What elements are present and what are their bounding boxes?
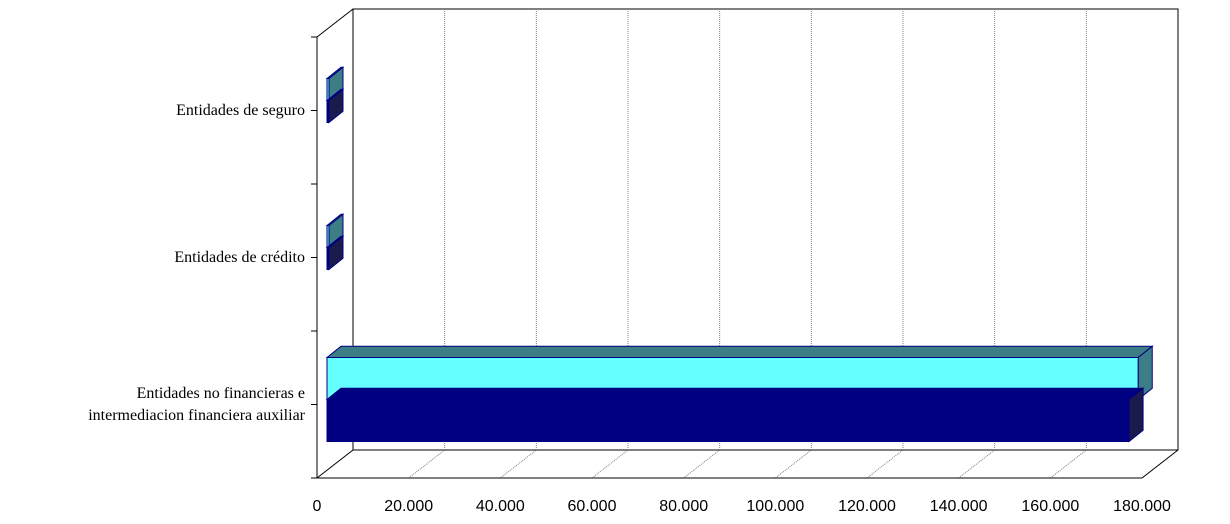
floor-gridline bbox=[683, 449, 720, 479]
category-label-line: Entidades de seguro bbox=[176, 101, 305, 119]
floor-right-edge bbox=[1141, 449, 1179, 479]
x-tick-label: 0 bbox=[313, 498, 322, 515]
side-wall-top bbox=[316, 8, 354, 38]
bar-s2-2-top bbox=[325, 345, 1154, 358]
floor-gridline bbox=[500, 449, 537, 479]
bar-s1-0-side bbox=[328, 88, 344, 124]
x-tick-label: 100.000 bbox=[746, 498, 804, 515]
x-tick-label: 140.000 bbox=[930, 498, 988, 515]
x-tick-label: 60.000 bbox=[568, 498, 617, 515]
floor-gridline bbox=[408, 449, 445, 479]
category-label-line: intermediacion financiera auxiliar bbox=[88, 406, 305, 424]
floor-gridline bbox=[958, 449, 995, 479]
floor-gridline bbox=[775, 449, 812, 479]
category-label-line: Entidades de crédito bbox=[174, 248, 305, 266]
bar-s2-2-side bbox=[1137, 345, 1153, 401]
x-tick-label: 160.000 bbox=[1021, 498, 1079, 515]
category-label-line: Entidades no financieras e bbox=[136, 384, 305, 402]
category-label: Entidades no financieras e intermediacion… bbox=[88, 383, 305, 427]
bar-s1-2-side bbox=[1128, 387, 1144, 443]
x-tick-label: 40.000 bbox=[476, 498, 525, 515]
x-tick-label: 180.000 bbox=[1113, 498, 1171, 515]
floor-left-edge bbox=[316, 449, 354, 479]
bar-s1-1-side bbox=[328, 235, 344, 271]
x-tick-label: 20.000 bbox=[384, 498, 433, 515]
category-label: Entidades de crédito bbox=[174, 247, 305, 269]
floor-gridline bbox=[866, 449, 904, 479]
x-tick-label: 120.000 bbox=[838, 498, 896, 515]
bar-s1-2-top bbox=[325, 387, 1145, 400]
floor-gridline bbox=[591, 449, 629, 479]
floor-gridline bbox=[1050, 449, 1087, 479]
x-tick-label: 80.000 bbox=[659, 498, 708, 515]
bar-s1-2-front bbox=[326, 399, 1130, 442]
category-label: Entidades de seguro bbox=[176, 100, 305, 122]
